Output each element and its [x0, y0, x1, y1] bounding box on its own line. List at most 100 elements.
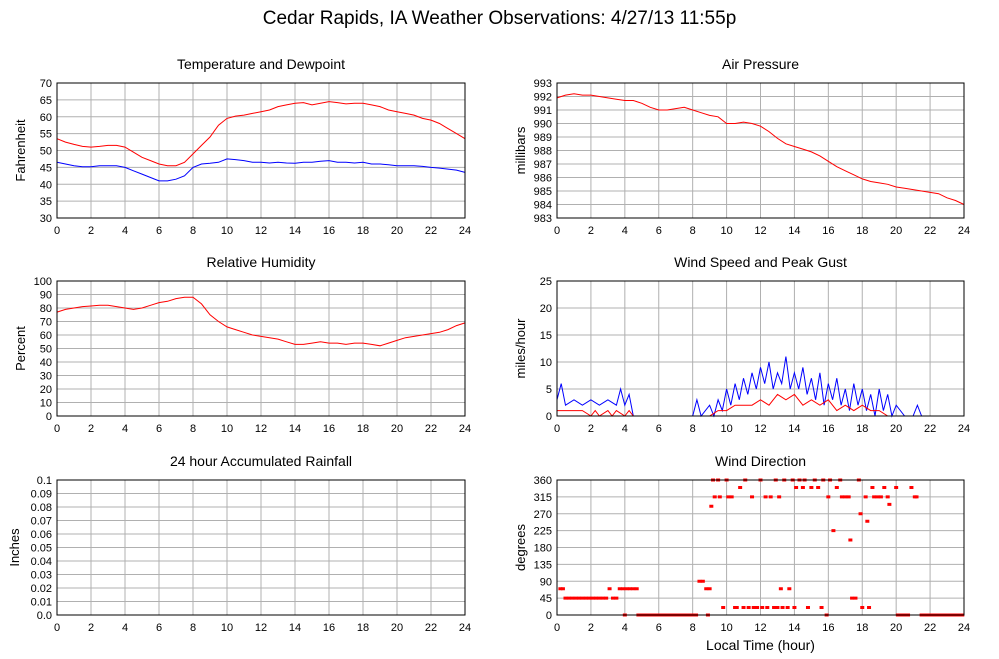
y-tick-label: 20 — [40, 384, 52, 396]
y-tick-label: 0 — [46, 411, 52, 423]
x-tick-label: 10 — [221, 622, 233, 634]
data-point — [846, 495, 851, 499]
y-tick-label: 992 — [534, 92, 552, 104]
x-tick-label: 20 — [890, 423, 902, 435]
x-tick-label: 20 — [890, 225, 902, 237]
x-tick-label: 0 — [554, 622, 560, 634]
x-tick-label: 10 — [720, 622, 732, 634]
data-point — [909, 486, 914, 489]
data-point — [573, 596, 578, 600]
chart-title: Wind Direction — [715, 453, 806, 469]
data-point — [741, 606, 746, 609]
x-tick-label: 6 — [156, 423, 162, 435]
data-point — [816, 486, 821, 489]
data-point — [746, 606, 751, 609]
x-axis-label: Local Time (hour) — [706, 637, 815, 653]
x-tick-label: 16 — [323, 622, 335, 634]
data-point — [863, 495, 868, 499]
data-point — [607, 587, 612, 591]
x-tick-label: 24 — [958, 622, 970, 634]
data-point — [726, 495, 731, 499]
x-tick-label: 8 — [190, 423, 196, 435]
y-axis-label: degrees — [513, 524, 528, 571]
plot-frame — [556, 479, 965, 616]
y-tick-label: 55 — [40, 129, 52, 141]
data-point — [794, 486, 799, 489]
y-tick-label: 40 — [40, 179, 52, 191]
data-point — [614, 596, 619, 600]
x-tick-label: 6 — [156, 225, 162, 237]
plot-frame — [556, 82, 965, 219]
data-point — [577, 596, 582, 600]
data-point — [707, 587, 712, 591]
y-axis-label: Fahrenheit — [13, 119, 28, 182]
x-tick-label: 14 — [289, 622, 301, 634]
x-tick-label: 14 — [788, 225, 800, 237]
y-tick-label: 225 — [534, 526, 552, 538]
y-tick-label: 70 — [40, 317, 52, 329]
data-point — [870, 486, 875, 489]
y-tick-label: 0.02 — [31, 583, 52, 595]
data-point — [734, 606, 739, 609]
chart-title: Relative Humidity — [207, 254, 316, 270]
data-point — [860, 606, 865, 609]
winddir-chart: 0 2 4 6 8 10 12 14 16 18 20 22 240459013518022527031… — [513, 453, 970, 653]
x-tick-label: 2 — [588, 423, 594, 435]
data-point — [617, 587, 622, 591]
data-point — [712, 495, 717, 499]
y-tick-label: 0.1 — [37, 475, 52, 487]
x-tick-label: 14 — [788, 423, 800, 435]
y-tick-label: 0.01 — [31, 597, 52, 609]
data-point — [558, 587, 563, 591]
data-point — [729, 495, 734, 499]
data-point — [875, 495, 880, 499]
chart-title: 24 hour Accumulated Rainfall — [170, 453, 352, 469]
x-tick-label: 6 — [156, 622, 162, 634]
y-tick-label: 25 — [540, 276, 552, 288]
y-tick-label: 0.03 — [31, 570, 52, 582]
x-tick-label: 2 — [588, 225, 594, 237]
x-tick-label: 22 — [425, 622, 437, 634]
x-tick-label: 0 — [54, 622, 60, 634]
x-tick-label: 4 — [622, 423, 628, 435]
x-tick-label: 4 — [622, 622, 628, 634]
x-tick-label: 0 — [54, 423, 60, 435]
y-tick-label: 70 — [40, 78, 52, 90]
y-tick-label: 0.0 — [37, 610, 52, 622]
x-tick-label: 4 — [122, 225, 128, 237]
x-tick-label: 0 — [554, 423, 560, 435]
data-point — [583, 596, 588, 600]
y-tick-label: 984 — [534, 200, 552, 212]
y-tick-label: 991 — [534, 105, 552, 117]
x-tick-label: 2 — [588, 622, 594, 634]
data-point — [763, 495, 768, 499]
plot-frame — [56, 280, 466, 417]
x-tick-label: 18 — [856, 225, 868, 237]
data-point — [597, 596, 602, 600]
y-tick-label: 45 — [540, 593, 552, 605]
plot-frame — [56, 82, 466, 219]
x-tick-label: 20 — [391, 622, 403, 634]
y-tick-label: 0 — [546, 411, 552, 423]
x-tick-label: 4 — [122, 622, 128, 634]
x-tick-label: 0 — [54, 225, 60, 237]
data-point — [566, 596, 571, 600]
x-tick-label: 8 — [190, 225, 196, 237]
data-point — [621, 587, 626, 591]
x-tick-label: 14 — [788, 622, 800, 634]
y-tick-label: 30 — [40, 371, 52, 383]
x-tick-label: 20 — [391, 423, 403, 435]
y-tick-label: 30 — [40, 213, 52, 225]
y-tick-label: 315 — [534, 492, 552, 504]
data-point — [858, 512, 863, 516]
y-tick-label: 60 — [40, 112, 52, 124]
y-tick-label: 985 — [534, 186, 552, 198]
x-tick-label: 2 — [88, 423, 94, 435]
x-tick-label: 24 — [459, 622, 471, 634]
data-point — [634, 587, 639, 591]
data-point — [780, 606, 785, 609]
data-point — [848, 538, 853, 542]
data-point — [721, 606, 726, 609]
data-point — [867, 606, 872, 609]
x-tick-label: 22 — [425, 225, 437, 237]
